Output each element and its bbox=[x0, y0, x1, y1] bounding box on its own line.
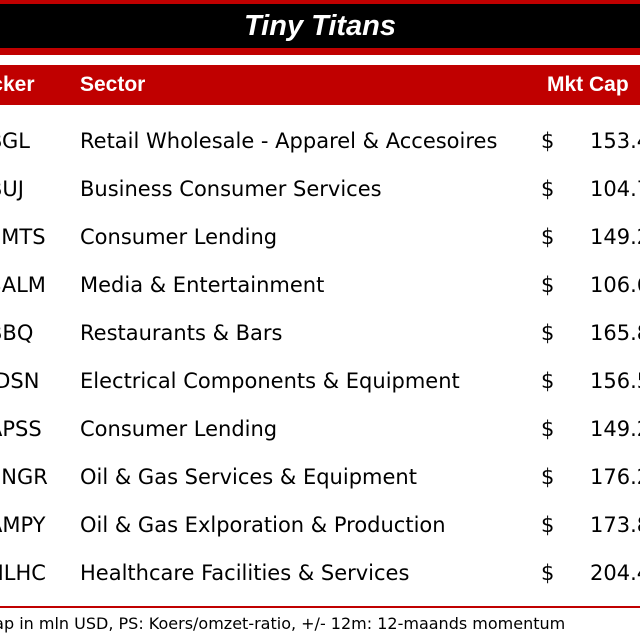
cell-currency: $ bbox=[541, 273, 555, 297]
cell-currency: $ bbox=[541, 513, 555, 537]
header-sector: Sector bbox=[80, 73, 146, 96]
title-bar: Tiny Titans bbox=[0, 0, 640, 55]
table-row: ENGR Oil & Gas Services & Equipment $ 17… bbox=[0, 453, 640, 501]
table-row: APSS Consumer Lending $ 149.2 bbox=[0, 405, 640, 453]
cell-currency: $ bbox=[541, 561, 555, 585]
table-row: IDSN Electrical Components & Equipment $… bbox=[0, 357, 640, 405]
cell-currency: $ bbox=[541, 417, 555, 441]
table-row: BBQ Restaurants & Bars $ 165.8 bbox=[0, 309, 640, 357]
table-row: EMTS Consumer Lending $ 149.2 bbox=[0, 213, 640, 261]
cell-sector: Consumer Lending bbox=[80, 417, 278, 441]
cell-mkt-cap: 149.2 bbox=[590, 417, 640, 441]
cell-currency: $ bbox=[541, 465, 555, 489]
cell-sector: Business Consumer Services bbox=[80, 177, 382, 201]
cell-ticker: SALM bbox=[0, 273, 46, 297]
cell-sector: Healthcare Facilities & Services bbox=[80, 561, 410, 585]
cell-sector: Oil & Gas Services & Equipment bbox=[80, 465, 417, 489]
cell-mkt-cap: 176.2 bbox=[590, 465, 640, 489]
cell-sector: Retail Wholesale - Apparel & Accesoires bbox=[80, 129, 498, 153]
cell-currency: $ bbox=[541, 129, 555, 153]
table-row: BGL Retail Wholesale - Apparel & Accesoi… bbox=[0, 117, 640, 165]
header-mkt-cap: Mkt Cap bbox=[547, 73, 629, 96]
table-row: AMPY Oil & Gas Exlporation & Production … bbox=[0, 501, 640, 549]
cell-mkt-cap: 156.5 bbox=[590, 369, 640, 393]
cell-currency: $ bbox=[541, 225, 555, 249]
cell-sector: Consumer Lending bbox=[80, 225, 278, 249]
cell-currency: $ bbox=[541, 321, 555, 345]
cell-ticker: HLHC bbox=[0, 561, 46, 585]
cell-sector: Oil & Gas Exlporation & Production bbox=[80, 513, 446, 537]
cell-ticker: ENGR bbox=[0, 465, 48, 489]
cell-currency: $ bbox=[541, 177, 555, 201]
cell-ticker: IDSN bbox=[0, 369, 40, 393]
cell-currency: $ bbox=[541, 369, 555, 393]
cell-mkt-cap: 104.7 bbox=[590, 177, 640, 201]
table-row: SALM Media & Entertainment $ 106.6 bbox=[0, 261, 640, 309]
cell-ticker: AMPY bbox=[0, 513, 46, 537]
header-ticker: Ticker bbox=[0, 73, 35, 96]
cell-ticker: BUJ bbox=[0, 177, 24, 201]
table-row: HLHC Healthcare Facilities & Services $ … bbox=[0, 549, 640, 597]
cell-mkt-cap: 165.8 bbox=[590, 321, 640, 345]
cell-ticker: APSS bbox=[0, 417, 42, 441]
cell-ticker: EMTS bbox=[0, 225, 46, 249]
cell-mkt-cap: 153.4 bbox=[590, 129, 640, 153]
cell-mkt-cap: 173.8 bbox=[590, 513, 640, 537]
cell-mkt-cap: 204.4 bbox=[590, 561, 640, 585]
table-row: BUJ Business Consumer Services $ 104.7 bbox=[0, 165, 640, 213]
footer-note: Cap in mln USD, PS: Koers/omzet-ratio, +… bbox=[0, 614, 566, 633]
cell-mkt-cap: 149.2 bbox=[590, 225, 640, 249]
table-title: Tiny Titans bbox=[243, 10, 397, 42]
cell-ticker: BGL bbox=[0, 129, 31, 153]
cell-sector: Restaurants & Bars bbox=[80, 321, 283, 345]
footer-divider bbox=[0, 606, 640, 608]
cell-ticker: BBQ bbox=[0, 321, 34, 345]
cell-sector: Electrical Components & Equipment bbox=[80, 369, 460, 393]
table-header: Ticker Sector Mkt Cap bbox=[0, 65, 640, 105]
title-banner: Tiny Titans bbox=[0, 4, 640, 48]
table-body: BGL Retail Wholesale - Apparel & Accesoi… bbox=[0, 117, 640, 597]
cell-sector: Media & Entertainment bbox=[80, 273, 325, 297]
cell-mkt-cap: 106.6 bbox=[590, 273, 640, 297]
